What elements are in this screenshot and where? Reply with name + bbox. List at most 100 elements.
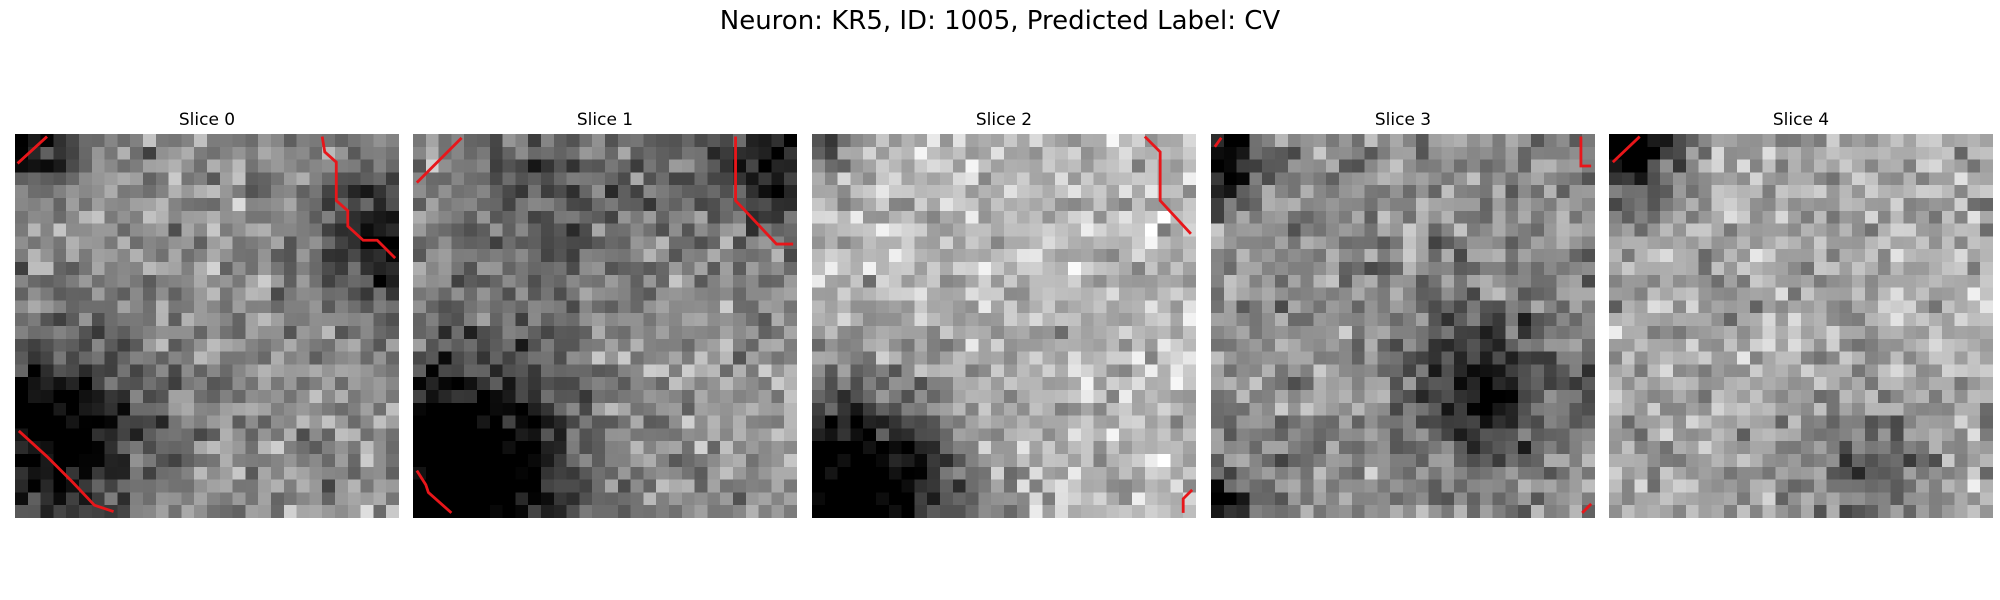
pixel [1326, 505, 1340, 518]
pixel [541, 159, 555, 174]
pixel [1634, 402, 1649, 417]
pixel [940, 505, 954, 518]
pixel [1339, 274, 1353, 289]
pixel [784, 159, 797, 174]
pixel [1262, 159, 1276, 174]
pixel [91, 492, 106, 506]
pixel [978, 236, 992, 250]
pixel [309, 210, 323, 225]
pixel [978, 198, 992, 212]
pixel [347, 479, 362, 494]
pixel [1055, 351, 1069, 366]
pixel [502, 415, 517, 430]
pixel [1916, 198, 1930, 212]
pixel [1275, 172, 1289, 186]
pixel [1313, 300, 1327, 314]
pixel [1339, 185, 1353, 199]
pixel [1877, 159, 1892, 174]
pixel [1685, 390, 1700, 404]
pixel [502, 300, 517, 314]
pixel [1865, 236, 1879, 250]
pixel [1531, 364, 1545, 378]
pixel [1903, 300, 1917, 314]
pixel [1055, 249, 1069, 263]
pixel [1865, 479, 1879, 494]
pixel [1211, 159, 1225, 174]
pixel [1029, 479, 1044, 494]
pixel [1813, 428, 1828, 442]
pixel [669, 223, 683, 238]
pixel [1339, 172, 1353, 186]
pixel [1223, 492, 1238, 506]
pixel [53, 454, 67, 468]
pixel [194, 402, 208, 417]
pixel [1582, 441, 1595, 455]
pixel [837, 236, 852, 250]
pixel [1788, 364, 1802, 378]
pixel [245, 198, 259, 212]
pixel [1890, 262, 1905, 276]
pixel [1287, 351, 1302, 366]
pixel [1647, 300, 1661, 314]
pixel [322, 441, 336, 455]
pixel [771, 198, 785, 212]
pixel [66, 185, 80, 199]
slice-panel-4: Slice 4 [1609, 108, 1993, 518]
pixel [245, 428, 259, 442]
pixel [784, 479, 797, 494]
pixel [40, 390, 55, 404]
pixel [681, 210, 696, 225]
pixel [1441, 159, 1455, 174]
pixel [1609, 454, 1623, 468]
pixel [322, 198, 336, 212]
pixel [965, 223, 980, 238]
pixel [1093, 338, 1108, 353]
pixel [219, 236, 234, 250]
pixel [1016, 185, 1031, 199]
pixel [143, 185, 157, 199]
pixel [1223, 287, 1238, 302]
pixel [1055, 198, 1069, 212]
pixel [413, 287, 427, 302]
pixel [745, 377, 760, 391]
pixel [1980, 274, 1993, 289]
pixel [1647, 159, 1661, 174]
pixel [528, 274, 542, 289]
pixel [219, 172, 234, 186]
pixel [1403, 377, 1417, 391]
pixel [1929, 198, 1943, 212]
pixel [1479, 146, 1494, 161]
pixel [1249, 492, 1263, 506]
pixel [194, 287, 208, 302]
pixel [271, 146, 285, 161]
pixel [1737, 185, 1751, 199]
pixel [1724, 415, 1738, 430]
pixel [694, 287, 709, 302]
pixel [219, 326, 234, 340]
pixel [914, 146, 928, 161]
pixel [1967, 466, 1981, 481]
pixel [91, 402, 106, 417]
pixel [1698, 492, 1713, 506]
pixel [1556, 146, 1571, 161]
pixel [1068, 454, 1082, 468]
pixel [1801, 390, 1815, 404]
pixel [643, 505, 657, 518]
pixel [1326, 338, 1340, 353]
pixel [888, 210, 903, 225]
pixel [940, 198, 954, 212]
pixel [1647, 505, 1661, 518]
pixel [888, 364, 903, 378]
pixel [1093, 262, 1108, 276]
pixel [566, 198, 581, 212]
pixel [1390, 351, 1404, 366]
pixel [296, 274, 311, 289]
pixel [630, 428, 645, 442]
pixel [1428, 185, 1443, 199]
pixel [758, 287, 773, 302]
pixel [630, 351, 645, 366]
pixel [1890, 198, 1905, 212]
pixel [812, 441, 826, 455]
pixel [1441, 402, 1455, 417]
pixel [1326, 428, 1340, 442]
